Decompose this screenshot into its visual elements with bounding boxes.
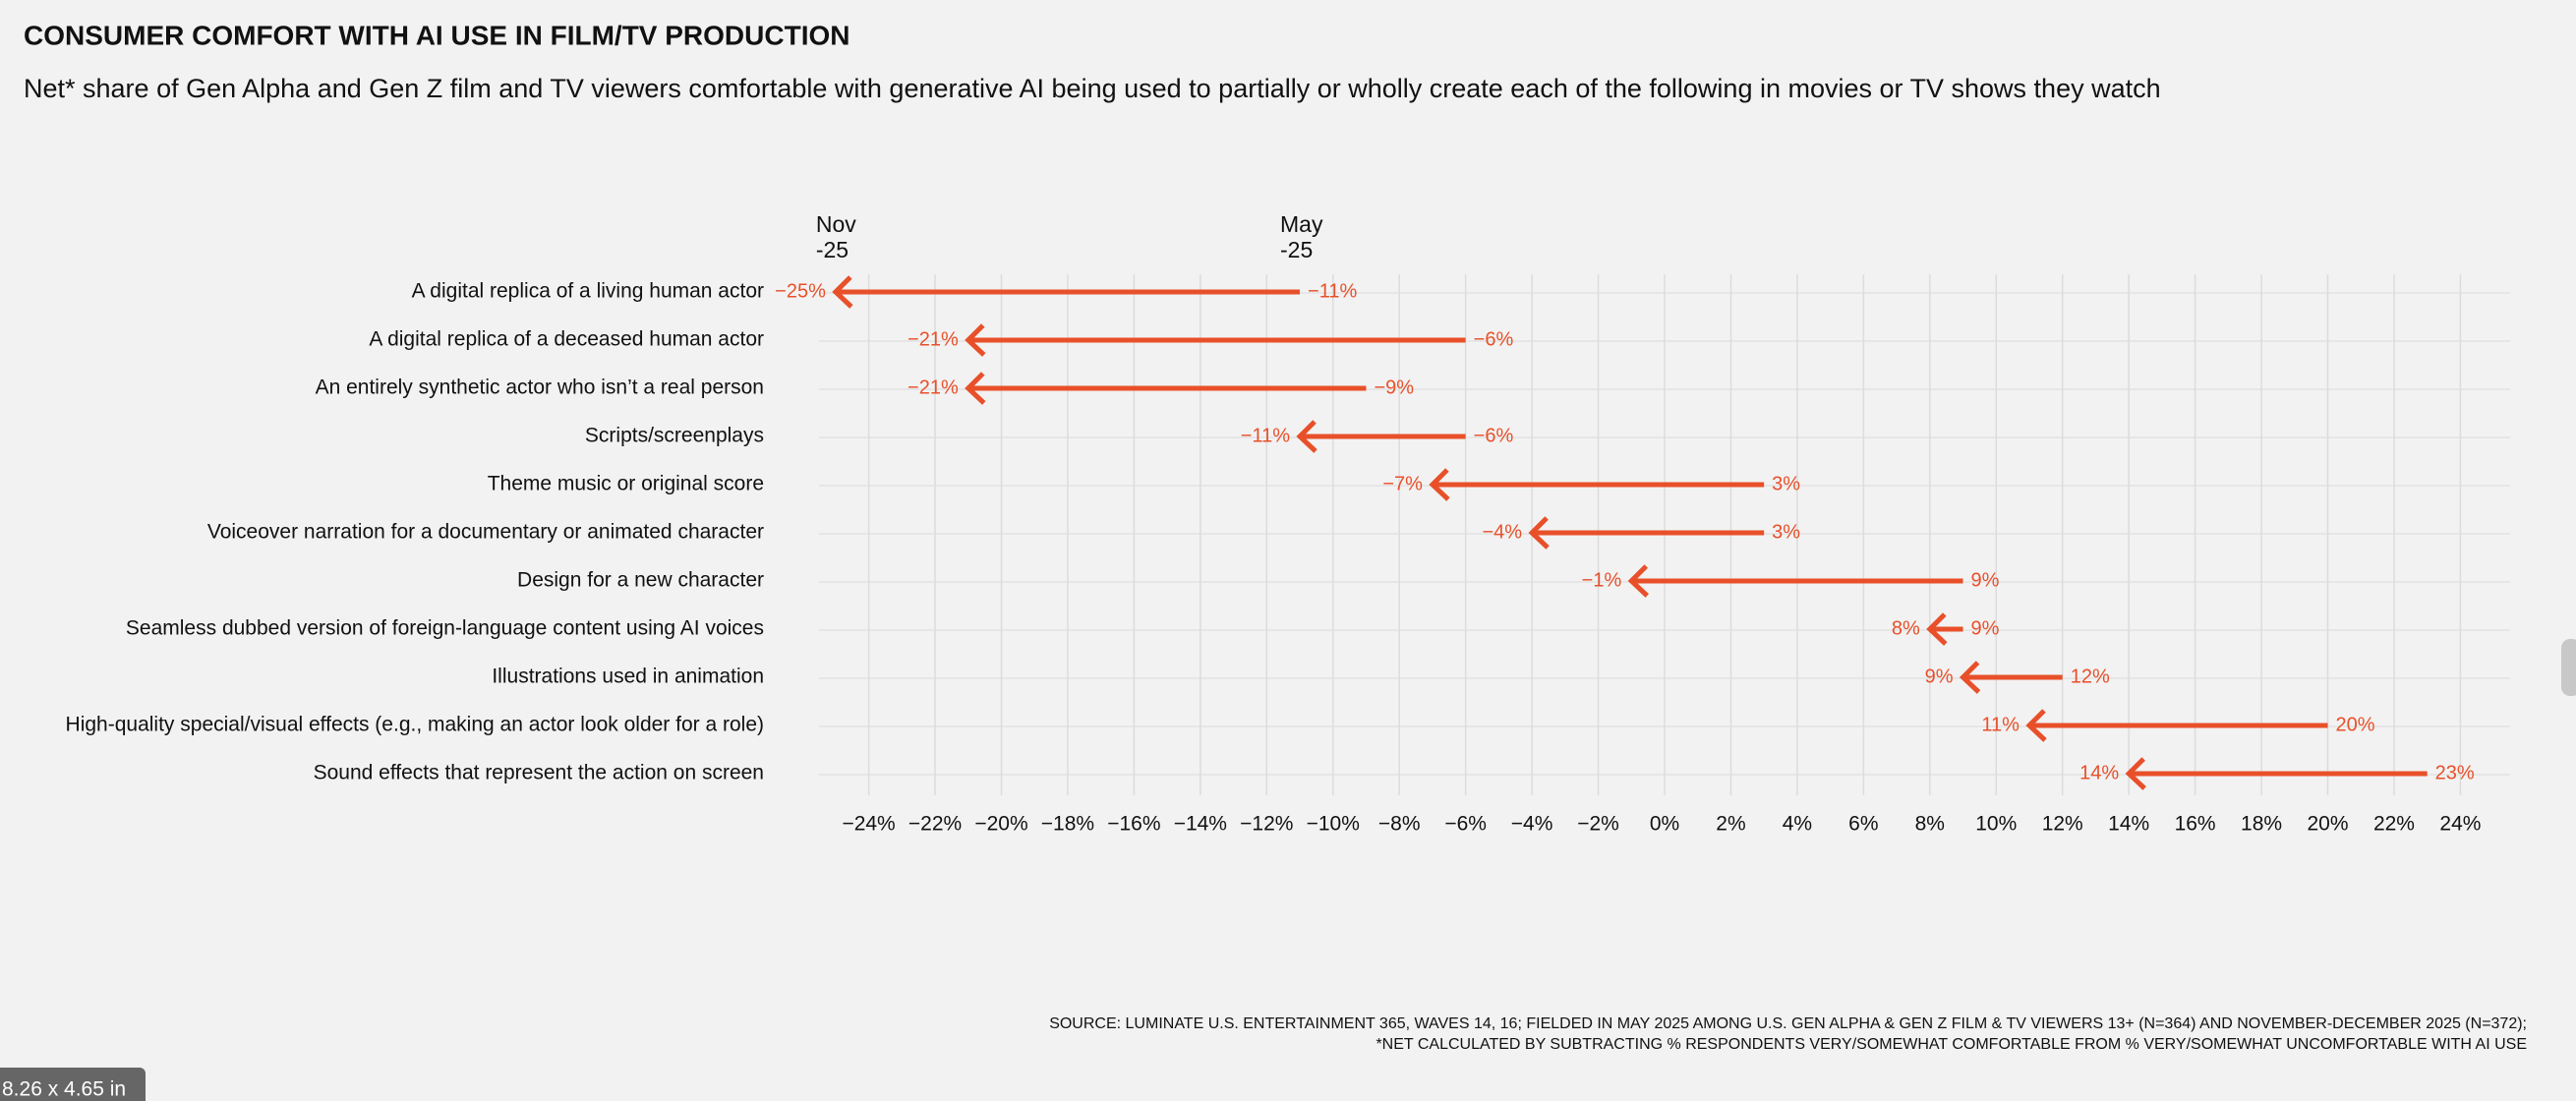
x-tick-label: 16% [2175,813,2216,836]
arrow-head [832,275,853,309]
value-label: −7% [1382,473,1423,494]
x-tick-label: −8% [1378,813,1421,836]
series-header: Nov -25 [815,211,856,262]
value-label: −11% [1308,280,1357,302]
source-note: SOURCE: LUMINATE U.S. ENTERTAINMENT 365,… [1049,1015,2527,1032]
x-tick-label: 12% [2042,813,2083,836]
category-label: Sound effects that represent the action … [314,762,764,784]
value-label: −1% [1582,569,1622,591]
value-label: 14% [2079,762,2119,783]
x-tick-label: 2% [1716,813,1745,836]
arrow-head [1959,661,1981,694]
x-tick-label: 8% [1915,813,1945,836]
x-tick-label: 14% [2108,813,2149,836]
value-label: −6% [1474,328,1514,350]
x-tick-label: 6% [1848,813,1878,836]
size-badge-text: 8.26 x 4.65 in [2,1078,126,1101]
category-label: High-quality special/visual effects (e.g… [66,714,764,736]
x-tick-label: −16% [1107,813,1160,836]
series-header: May -25 [1280,211,1323,262]
value-label: 9% [1971,617,2000,639]
x-tick-label: 20% [2307,813,2348,836]
value-label: −9% [1374,377,1414,398]
x-tick-label: 18% [2241,813,2282,836]
x-tick-label: −22% [908,813,962,836]
value-label: 3% [1772,473,1800,494]
value-label: 23% [2435,762,2475,783]
x-tick-label: −2% [1577,813,1619,836]
value-label: −4% [1483,521,1523,543]
legend-label: May -25 [1280,211,1323,262]
value-label: 3% [1772,521,1800,543]
size-badge [0,1068,146,1101]
x-tick-label: 22% [2373,813,2415,836]
arrow-head [1926,612,1948,646]
category-label: A digital replica of a deceased human ac… [369,328,764,351]
scrollbar-thumb[interactable] [2561,639,2576,696]
value-label: 11% [1981,714,2020,735]
arrow-head [965,323,986,357]
x-tick-label: −20% [974,813,1027,836]
value-label: 9% [1971,569,2000,591]
category-label: Scripts/screenplays [585,425,764,447]
x-tick-label: −18% [1041,813,1094,836]
x-tick-label: −24% [842,813,895,836]
x-tick-label: 4% [1783,813,1812,836]
arrow-head [1296,420,1317,453]
x-tick-label: 24% [2439,813,2481,836]
x-tick-label: −14% [1174,813,1227,836]
x-tick-label: −4% [1511,813,1553,836]
arrow-head [1528,516,1550,550]
x-tick-label: 0% [1650,813,1679,836]
chart-subtitle: Net* share of Gen Alpha and Gen Z film a… [24,74,2161,103]
value-label: 20% [2336,714,2375,735]
arrow-head [965,372,986,405]
x-tick-label: 10% [1975,813,2017,836]
arrow-head [2125,757,2146,790]
arrow-head [1627,564,1649,598]
category-label: An entirely synthetic actor who isn’t a … [316,377,764,399]
category-label: Illustrations used in animation [492,666,764,688]
category-label: Theme music or original score [488,473,764,495]
category-label: A digital replica of a living human acto… [412,280,764,303]
legend-label: Nov -25 [815,211,856,262]
value-label: −21% [907,377,959,398]
arrow-head [2025,709,2047,742]
category-label: Seamless dubbed version of foreign-langu… [126,617,764,640]
chart-title: CONSUMER COMFORT WITH AI USE IN FILM/TV … [24,20,849,50]
footnote: *NET CALCULATED BY SUBTRACTING % RESPOND… [1376,1036,2527,1053]
arrow-head [1429,468,1450,501]
x-tick-label: −12% [1240,813,1293,836]
value-label: 12% [2071,666,2110,687]
value-label: −11% [1241,425,1290,446]
category-label: Voiceover narration for a documentary or… [207,521,764,544]
x-tick-label: −10% [1307,813,1360,836]
value-label: 8% [1892,617,1920,639]
value-label: 9% [1925,666,1954,687]
value-label: −6% [1474,425,1514,446]
x-tick-label: −6% [1444,813,1487,836]
category-label: Design for a new character [517,569,764,592]
value-label: −21% [907,328,959,350]
value-label: −25% [775,280,826,302]
